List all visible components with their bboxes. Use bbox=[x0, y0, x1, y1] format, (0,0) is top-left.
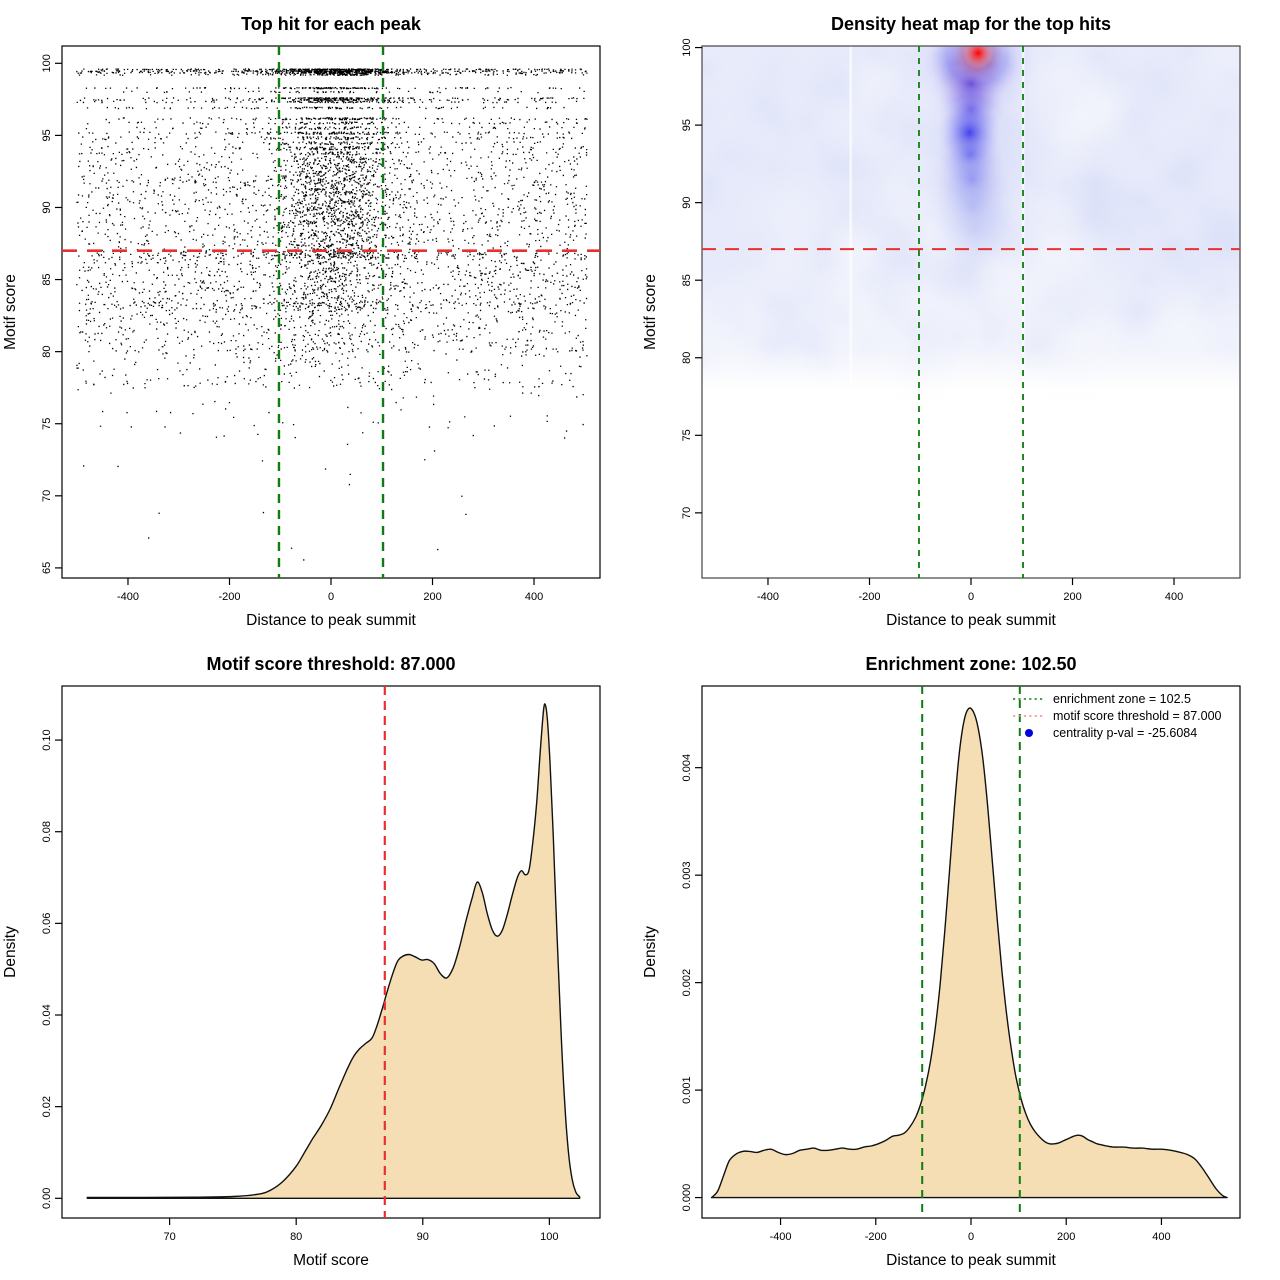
legend: enrichment zone = 102.5 motif score thres… bbox=[1013, 692, 1222, 740]
distance-density-x-axis-label: Distance to peak summit bbox=[886, 1252, 1056, 1269]
y-tick-label: 0.08 bbox=[41, 821, 53, 842]
score-density-x-axis-label: Motif score bbox=[293, 1252, 369, 1269]
x-tick-label: 80 bbox=[290, 1231, 302, 1243]
y-tick-label: 65 bbox=[41, 562, 53, 574]
y-tick-label: 75 bbox=[41, 418, 53, 430]
heatmap-x-axis-label: Distance to peak summit bbox=[886, 612, 1056, 629]
panel-top-hit-scatter: -400 -200 0 200 400 65 70 75 80 85 90 95 100 Top hit… bbox=[0, 0, 640, 640]
y-tick-label: 95 bbox=[41, 129, 53, 141]
y-tick-label: 0.002 bbox=[681, 969, 693, 997]
y-tick-label: 0.10 bbox=[41, 729, 53, 750]
y-tick-label: 0.000 bbox=[681, 1184, 693, 1212]
plot-box bbox=[701, 45, 1241, 579]
panel-density-heatmap: -400 -200 0 200 400 70 75 80 85 90 95 100 Density h… bbox=[640, 0, 1280, 640]
heatmap-y-axis-label: Motif score bbox=[642, 274, 659, 350]
y-tick-label: 0.004 bbox=[681, 754, 693, 782]
plot-box bbox=[61, 685, 601, 1219]
score-density-title: Motif score threshold: 87.000 bbox=[206, 654, 455, 674]
x-tick-label: 400 bbox=[525, 591, 543, 603]
x-tick-label: 90 bbox=[417, 1231, 429, 1243]
y-tick-label: 90 bbox=[41, 201, 53, 213]
x-tick-label: 0 bbox=[968, 591, 974, 603]
y-tick-label: 85 bbox=[41, 273, 53, 285]
heatmap-title: Density heat map for the top hits bbox=[831, 14, 1111, 34]
plot-area-score-density: 70 80 90 100 0.00 0.02 0.04 0.06 0.08 0.10 bbox=[41, 685, 601, 1243]
plot-area-heatmap: -400 -200 0 200 400 70 75 80 85 90 95 100 bbox=[681, 38, 1241, 603]
legend-label: motif score threshold = 87.000 bbox=[1053, 709, 1222, 723]
x-tick-label: -400 bbox=[757, 591, 779, 603]
y-tick-label: 75 bbox=[681, 429, 693, 441]
axes: -400 -200 0 200 400 70 75 80 85 90 95 100 bbox=[681, 38, 1241, 603]
x-tick-label: 400 bbox=[1152, 1231, 1170, 1243]
y-tick-label: 0.001 bbox=[681, 1076, 693, 1104]
plot-svg-2: 70 80 90 100 0.00 0.02 0.04 0.06 0.08 0.10 Motif … bbox=[2, 654, 601, 1269]
x-tick-label: 70 bbox=[163, 1231, 175, 1243]
scatter-title: Top hit for each peak bbox=[241, 14, 422, 34]
axes: -400 -200 0 200 400 0.000 0.001 0.002 0.003 0.004 bbox=[681, 685, 1241, 1243]
y-tick-label: 100 bbox=[681, 38, 693, 56]
plot-svg-0: -400 -200 0 200 400 65 70 75 80 85 90 95 100 Top hit… bbox=[2, 14, 601, 629]
x-tick-label: 200 bbox=[1057, 1231, 1075, 1243]
scatter-points bbox=[76, 68, 588, 561]
x-tick-label: 0 bbox=[968, 1231, 974, 1243]
y-tick-label: 85 bbox=[681, 274, 693, 286]
heatmap-canvas bbox=[702, 46, 1240, 578]
y-tick-label: 80 bbox=[41, 346, 53, 358]
x-tick-label: -400 bbox=[770, 1231, 792, 1243]
y-tick-label: 90 bbox=[681, 197, 693, 209]
x-tick-label: -200 bbox=[218, 591, 240, 603]
y-tick-label: 80 bbox=[681, 352, 693, 364]
plot-svg-1: -400 -200 0 200 400 70 75 80 85 90 95 100 Density h… bbox=[642, 14, 1241, 629]
y-tick-label: 0.02 bbox=[41, 1096, 53, 1117]
x-tick-label: 400 bbox=[1165, 591, 1183, 603]
legend-label: enrichment zone = 102.5 bbox=[1053, 692, 1191, 706]
legend-swatch-dot bbox=[1025, 729, 1033, 737]
y-tick-label: 0.04 bbox=[41, 1004, 53, 1025]
x-tick-label: -400 bbox=[117, 591, 139, 603]
plot-svg-3: -400 -200 0 200 400 0.000 0.001 0.002 0.003 0.004… bbox=[642, 654, 1241, 1269]
legend-label: centrality p-val = -25.6084 bbox=[1053, 726, 1197, 740]
x-tick-label: -200 bbox=[865, 1231, 887, 1243]
plot-area-distance-density: -400 -200 0 200 400 0.000 0.001 0.002 0.003 0.004… bbox=[681, 685, 1241, 1243]
panel-summit-distance-density: -400 -200 0 200 400 0.000 0.001 0.002 0.003 0.004… bbox=[640, 640, 1280, 1280]
axes: -400 -200 0 200 400 65 70 75 80 85 90 95 100 bbox=[41, 45, 601, 603]
distance-density-title: Enrichment zone: 102.50 bbox=[865, 654, 1076, 674]
scatter-y-axis-label: Motif score bbox=[2, 274, 19, 350]
y-tick-label: 0.00 bbox=[41, 1188, 53, 1209]
y-tick-label: 70 bbox=[41, 490, 53, 502]
density-curve bbox=[86, 703, 581, 1199]
x-tick-label: 0 bbox=[328, 591, 334, 603]
x-tick-label: -200 bbox=[858, 591, 880, 603]
plot-area-scatter: -400 -200 0 200 400 65 70 75 80 85 90 95 100 bbox=[41, 45, 601, 603]
distance-density-y-axis-label: Density bbox=[642, 926, 659, 978]
axes: 70 80 90 100 0.00 0.02 0.04 0.06 0.08 0.10 bbox=[41, 685, 601, 1243]
x-tick-label: 100 bbox=[540, 1231, 558, 1243]
panel-motif-score-density: 70 80 90 100 0.00 0.02 0.04 0.06 0.08 0.10 Motif … bbox=[0, 640, 640, 1280]
score-density-y-axis-label: Density bbox=[2, 926, 19, 978]
x-tick-label: 200 bbox=[1063, 591, 1081, 603]
density-curve bbox=[710, 707, 1228, 1199]
scatter-x-axis-label: Distance to peak summit bbox=[246, 612, 416, 629]
y-tick-label: 70 bbox=[681, 507, 693, 519]
x-tick-label: 200 bbox=[423, 591, 441, 603]
y-tick-label: 100 bbox=[41, 54, 53, 72]
y-tick-label: 0.003 bbox=[681, 861, 693, 889]
y-tick-label: 95 bbox=[681, 119, 693, 131]
y-tick-label: 0.06 bbox=[41, 913, 53, 934]
